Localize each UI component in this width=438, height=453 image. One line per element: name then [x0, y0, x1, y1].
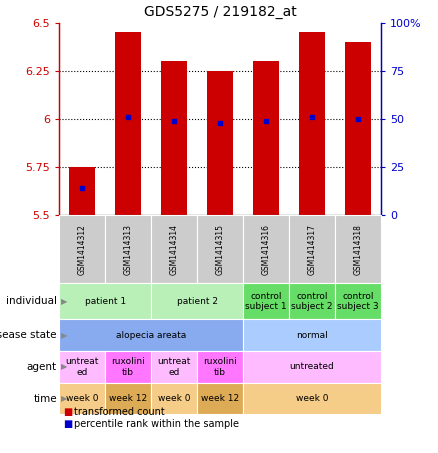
Text: transformed count: transformed count [74, 407, 165, 417]
Bar [59, 383, 105, 414]
Bar [105, 215, 151, 283]
Bar [243, 319, 381, 351]
Text: alopecia areata: alopecia areata [116, 331, 186, 340]
Text: control
subject 1: control subject 1 [245, 292, 287, 311]
Bar [197, 383, 243, 414]
Text: ruxolini
tib: ruxolini tib [111, 357, 145, 376]
Text: week 12: week 12 [109, 394, 147, 403]
Text: GSM1414314: GSM1414314 [170, 224, 179, 275]
Bar [59, 215, 105, 283]
Text: percentile rank within the sample: percentile rank within the sample [74, 419, 240, 429]
Bar [116, 32, 141, 215]
Text: week 0: week 0 [158, 394, 191, 403]
Bar [59, 319, 243, 351]
Bar [289, 215, 335, 283]
Text: GSM1414313: GSM1414313 [124, 224, 133, 275]
Text: ■: ■ [64, 407, 73, 417]
Bar [208, 71, 233, 215]
Bar [243, 215, 289, 283]
Text: ▶: ▶ [61, 362, 68, 371]
Text: normal: normal [296, 331, 328, 340]
Text: week 12: week 12 [201, 394, 239, 403]
Text: untreat
ed: untreat ed [65, 357, 99, 376]
Text: patient 1: patient 1 [85, 297, 126, 306]
Bar [197, 351, 243, 383]
Text: ▶: ▶ [61, 331, 68, 340]
Text: ▶: ▶ [61, 394, 68, 403]
Text: untreated: untreated [290, 362, 335, 371]
Bar [300, 32, 325, 215]
Text: week 0: week 0 [66, 394, 99, 403]
Text: time: time [33, 394, 57, 404]
Bar [335, 215, 381, 283]
Text: ■: ■ [64, 419, 73, 429]
Bar [151, 283, 243, 319]
Text: control
subject 2: control subject 2 [291, 292, 333, 311]
Text: week 0: week 0 [296, 394, 328, 403]
Bar [162, 61, 187, 215]
Bar [59, 283, 151, 319]
Text: patient 2: patient 2 [177, 297, 218, 306]
Text: GSM1414312: GSM1414312 [78, 224, 87, 275]
Bar [105, 383, 151, 414]
Text: untreat
ed: untreat ed [157, 357, 191, 376]
Text: GSM1414315: GSM1414315 [215, 224, 225, 275]
Text: ▶: ▶ [61, 297, 68, 306]
Bar [243, 351, 381, 383]
Bar [335, 283, 381, 319]
Text: GSM1414316: GSM1414316 [261, 224, 271, 275]
Bar [151, 215, 197, 283]
Text: individual: individual [6, 296, 57, 306]
Bar [105, 351, 151, 383]
Text: agent: agent [27, 362, 57, 372]
Bar [151, 351, 197, 383]
Bar [59, 351, 105, 383]
Bar [346, 42, 371, 215]
Bar [70, 167, 95, 215]
Bar [151, 383, 197, 414]
Text: disease state: disease state [0, 330, 57, 340]
Text: GSM1414318: GSM1414318 [353, 224, 363, 275]
Title: GDS5275 / 219182_at: GDS5275 / 219182_at [144, 5, 297, 19]
Text: control
subject 3: control subject 3 [337, 292, 379, 311]
Bar [243, 383, 381, 414]
Bar [289, 283, 335, 319]
Text: GSM1414317: GSM1414317 [307, 224, 317, 275]
Text: ruxolini
tib: ruxolini tib [203, 357, 237, 376]
Bar [197, 215, 243, 283]
Bar [254, 61, 279, 215]
Bar [243, 283, 289, 319]
